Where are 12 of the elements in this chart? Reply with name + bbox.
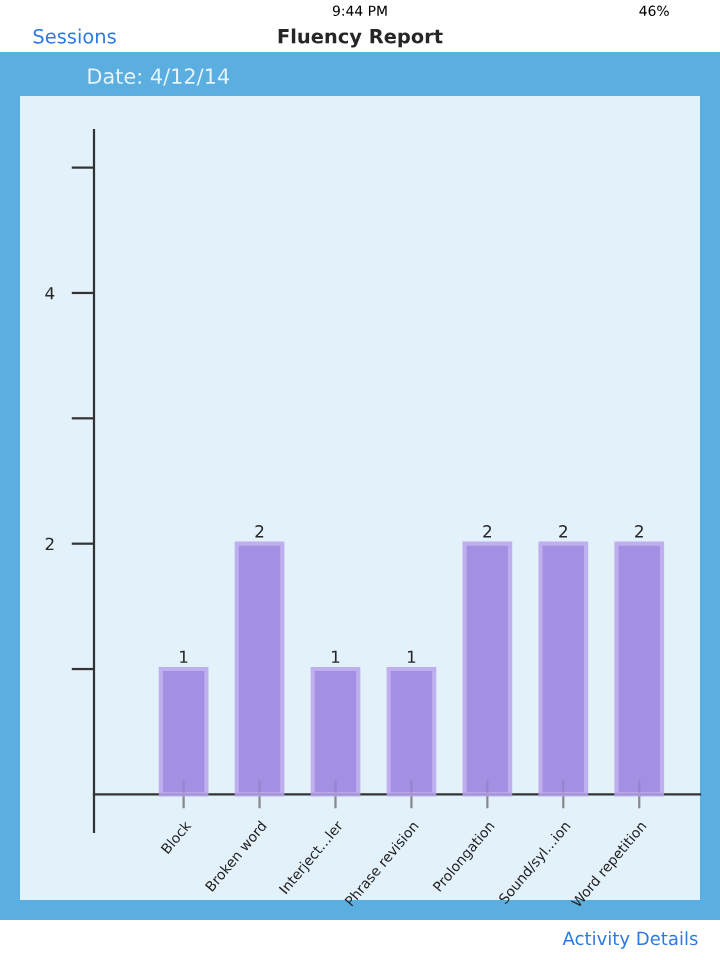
y-tick-label: 4 (45, 287, 55, 300)
chart-title: Fluency Report (278, 28, 443, 48)
text: Activity Details (562, 931, 698, 949)
data-label: 1 (180, 650, 188, 663)
data-label: 1 (332, 650, 340, 663)
data-label: 1 (407, 650, 416, 663)
text: Sessions (33, 28, 116, 44)
data-label: 2 (483, 525, 491, 538)
data-label: 2 (635, 525, 643, 538)
data-label: 2 (559, 525, 567, 538)
text: Date: 4/12/14 (88, 68, 229, 86)
data-label: 2 (255, 525, 264, 538)
